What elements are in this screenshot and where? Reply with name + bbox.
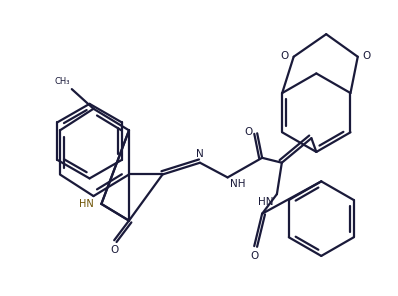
Text: O: O bbox=[281, 51, 289, 61]
Text: O: O bbox=[244, 127, 252, 137]
Text: O: O bbox=[363, 51, 371, 61]
Text: NH: NH bbox=[230, 179, 245, 189]
Text: O: O bbox=[110, 245, 118, 255]
Text: N: N bbox=[196, 149, 204, 159]
Text: HN: HN bbox=[258, 197, 274, 207]
Text: O: O bbox=[250, 251, 258, 261]
Text: HN: HN bbox=[79, 199, 94, 209]
Text: CH₃: CH₃ bbox=[55, 77, 70, 86]
